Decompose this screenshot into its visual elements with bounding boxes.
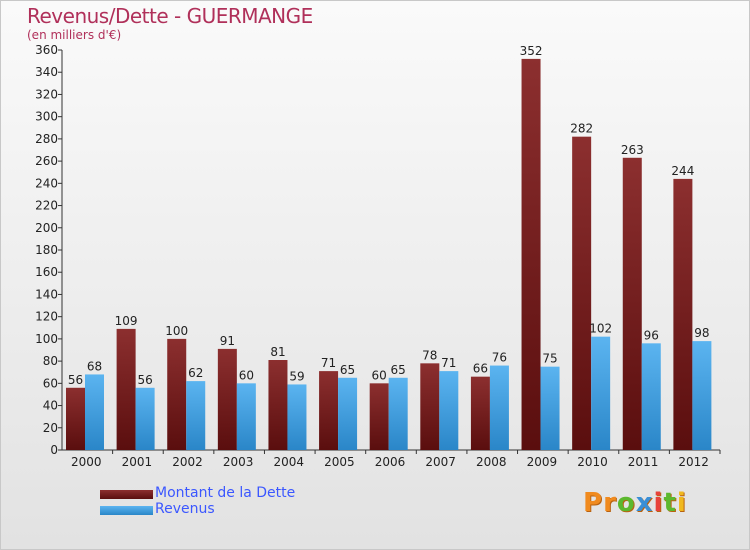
x-tick-label: 2009 [527, 455, 558, 469]
y-tick-label: 60 [43, 376, 58, 390]
chart-title: Revenus/Dette - GUERMANGE [27, 4, 313, 28]
y-tick-label: 100 [35, 332, 58, 346]
bar-debt [369, 383, 389, 450]
data-label-debt: 91 [220, 334, 235, 348]
bar-debt [673, 178, 693, 450]
y-tick-label: 40 [43, 399, 58, 413]
chart-bars [66, 58, 712, 451]
x-tick-label: 2012 [678, 455, 709, 469]
data-label-revenue: 68 [87, 359, 102, 373]
bar-revenue [692, 341, 712, 450]
bar-debt [319, 371, 339, 450]
bar-debt [470, 376, 490, 450]
y-tick-label: 280 [35, 132, 58, 146]
data-label-debt: 352 [520, 44, 543, 58]
y-tick-label: 80 [43, 354, 58, 368]
y-tick-label: 0 [50, 443, 58, 457]
x-tick-label: 2001 [122, 455, 153, 469]
bar-revenue [388, 377, 408, 450]
bar-revenue [135, 387, 155, 450]
bar-debt [116, 328, 136, 450]
data-label-revenue: 75 [542, 352, 557, 366]
x-tick-label: 2007 [425, 455, 456, 469]
bar-revenue [338, 377, 358, 450]
bar-revenue [641, 343, 661, 450]
x-tick-label: 2003 [223, 455, 254, 469]
data-label-revenue: 62 [188, 366, 203, 380]
bar-debt [268, 360, 288, 450]
data-label-debt: 71 [321, 356, 336, 370]
y-tick-label: 260 [35, 154, 58, 168]
data-label-revenue: 60 [239, 368, 254, 382]
x-tick-label: 2002 [172, 455, 203, 469]
x-tick-label: 2000 [71, 455, 102, 469]
y-tick-label: 180 [35, 243, 58, 257]
data-label-debt: 100 [165, 324, 188, 338]
data-label-revenue: 65 [340, 363, 355, 377]
data-label-revenue: 56 [137, 373, 152, 387]
data-label-debt: 66 [473, 362, 488, 376]
y-tick-label: 160 [35, 265, 58, 279]
y-tick-label: 360 [35, 43, 58, 57]
data-label-debt: 81 [270, 345, 285, 359]
bar-revenue [439, 371, 459, 450]
bar-debt [217, 348, 237, 450]
y-tick-label: 240 [35, 176, 58, 190]
data-label-debt: 78 [422, 348, 437, 362]
bar-revenue [489, 365, 509, 450]
y-tick-label: 20 [43, 421, 58, 435]
data-label-revenue: 98 [694, 326, 709, 340]
bar-revenue [85, 374, 104, 450]
legend-label-revenue: Revenus [155, 501, 215, 517]
bar-revenue [540, 366, 560, 450]
proxiti-logo: Proxiti [583, 488, 687, 518]
bar-debt [420, 363, 440, 450]
data-label-debt: 56 [68, 373, 83, 387]
data-label-revenue: 71 [441, 356, 456, 370]
x-tick-label: 2004 [273, 455, 304, 469]
data-label-revenue: 102 [589, 322, 612, 336]
x-tick-label: 2005 [324, 455, 355, 469]
bar-debt [167, 338, 187, 450]
x-tick-label: 2008 [476, 455, 507, 469]
chart-data-labels: 56 68 109 56 100 62 91 60 81 59 71 65 60 65 78 71 66 76 35… [68, 44, 710, 387]
y-tick-label: 300 [35, 110, 58, 124]
bar-revenue [236, 383, 256, 450]
bar-revenue [591, 336, 611, 450]
bar-debt [572, 136, 592, 450]
legend-label-debt: Montant de la Dette [155, 485, 296, 501]
data-label-revenue: 65 [391, 363, 406, 377]
bar-debt [66, 387, 85, 450]
data-label-revenue: 76 [492, 351, 507, 365]
data-label-debt: 109 [115, 314, 138, 328]
y-tick-label: 200 [35, 221, 58, 235]
y-tick-label: 120 [35, 310, 58, 324]
legend-swatch-revenue [100, 506, 153, 515]
bar-debt [521, 58, 541, 451]
chart-subtitle: (en milliers d'€) [27, 28, 122, 42]
data-label-revenue: 96 [644, 328, 659, 342]
bar-revenue [186, 381, 206, 450]
y-tick-label: 340 [35, 65, 58, 79]
y-tick-label: 320 [35, 87, 58, 101]
x-tick-label: 2010 [577, 455, 608, 469]
bar-debt [622, 157, 642, 450]
x-tick-label: 2011 [628, 455, 659, 469]
x-tick-label: 2006 [375, 455, 406, 469]
legend-swatch-debt [100, 490, 153, 499]
data-label-revenue: 59 [289, 369, 304, 383]
data-label-debt: 282 [570, 122, 593, 136]
y-tick-label: 220 [35, 199, 58, 213]
data-label-debt: 263 [621, 143, 644, 157]
data-label-debt: 244 [671, 164, 694, 178]
data-label-debt: 60 [372, 368, 387, 382]
bar-revenue [287, 384, 307, 450]
y-tick-label: 140 [35, 287, 58, 301]
